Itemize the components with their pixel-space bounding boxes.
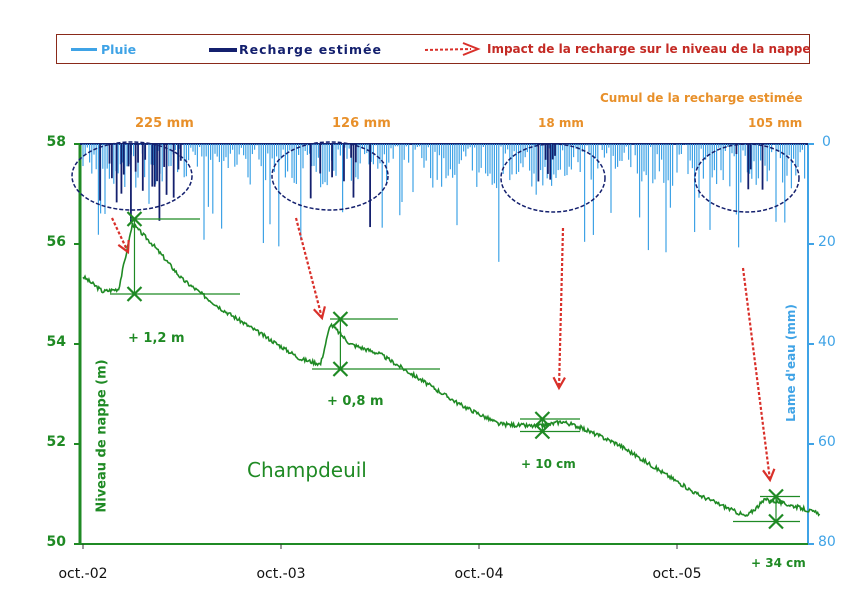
site-label: Champdeuil xyxy=(247,458,367,482)
cumul-label-1: 225 mm xyxy=(135,116,194,131)
impact-x-mark-icon xyxy=(534,411,551,427)
y-axis-left-label: Niveau de nappe (m) xyxy=(94,359,110,513)
y-tick-left-56: 56 xyxy=(46,234,66,250)
x-tick-oct-04: oct.-04 xyxy=(454,566,504,582)
cumul-label-4: 105 mm xyxy=(748,116,803,130)
impact-x-mark-icon xyxy=(768,488,784,505)
impact-arrow-shaft xyxy=(741,267,772,481)
recharge-period-ellipse xyxy=(694,143,800,213)
legend-impact-arrow-icon xyxy=(424,42,481,56)
impact-x-mark-icon xyxy=(534,423,551,440)
impact-x-mark-icon xyxy=(126,211,143,227)
y-tick-left-52: 52 xyxy=(46,434,66,450)
cumul-label-2: 126 mm xyxy=(332,116,391,131)
recharge-period-ellipse xyxy=(500,143,606,213)
legend: Pluie Recharge estimée Impact de la rech… xyxy=(56,34,811,64)
y-tick-right-60: 60 xyxy=(818,434,836,450)
impact-label-2: + 0,8 m xyxy=(327,394,384,409)
y-tick-right-40: 40 xyxy=(818,334,836,350)
legend-rain-label: Pluie xyxy=(101,42,137,57)
impact-arrow-shaft xyxy=(294,217,324,319)
impact-x-mark-icon xyxy=(768,513,784,530)
legend-rain-swatch xyxy=(71,48,97,51)
y-tick-left-54: 54 xyxy=(46,334,66,350)
impact-x-mark-icon xyxy=(126,286,143,302)
impact-arrow-head-icon xyxy=(762,468,776,483)
impact-arrow-head-icon xyxy=(312,306,326,321)
impact-arrow-head-icon xyxy=(552,376,566,391)
impact-x-mark-icon xyxy=(332,311,349,327)
impact-x-mark-icon xyxy=(332,361,349,377)
x-tick-oct-03: oct.-03 xyxy=(256,566,306,582)
legend-recharge-label: Recharge estimée xyxy=(239,42,382,57)
cumul-label-3: 18 mm xyxy=(538,116,584,130)
cumul-title: Cumul de la recharge estimée xyxy=(600,91,803,105)
y-tick-left-50: 50 xyxy=(46,534,66,550)
y-tick-right-80: 80 xyxy=(818,534,836,550)
legend-recharge-swatch xyxy=(209,48,237,52)
y-tick-right-0: 0 xyxy=(822,134,831,150)
recharge-period-ellipse xyxy=(271,141,389,211)
impact-arrow-shaft xyxy=(557,227,565,389)
impact-arrow-shaft xyxy=(111,217,129,253)
impact-arrow-head-icon xyxy=(117,239,130,255)
impact-label-3: + 10 cm xyxy=(521,457,576,471)
impact-label-4: + 34 cm xyxy=(751,556,806,570)
recharge-period-ellipse xyxy=(71,141,193,211)
impact-label-1: + 1,2 m xyxy=(128,331,185,346)
x-tick-oct-05: oct.-05 xyxy=(652,566,702,582)
groundwater-level-line xyxy=(82,222,821,518)
y-tick-left-58: 58 xyxy=(46,134,66,150)
y-axis-right-label: Lame d'eau (mm) xyxy=(784,304,798,422)
legend-impact-label: Impact de la recharge sur le niveau de l… xyxy=(487,42,811,56)
x-tick-oct-02: oct.-02 xyxy=(58,566,108,582)
y-tick-right-20: 20 xyxy=(818,234,836,250)
